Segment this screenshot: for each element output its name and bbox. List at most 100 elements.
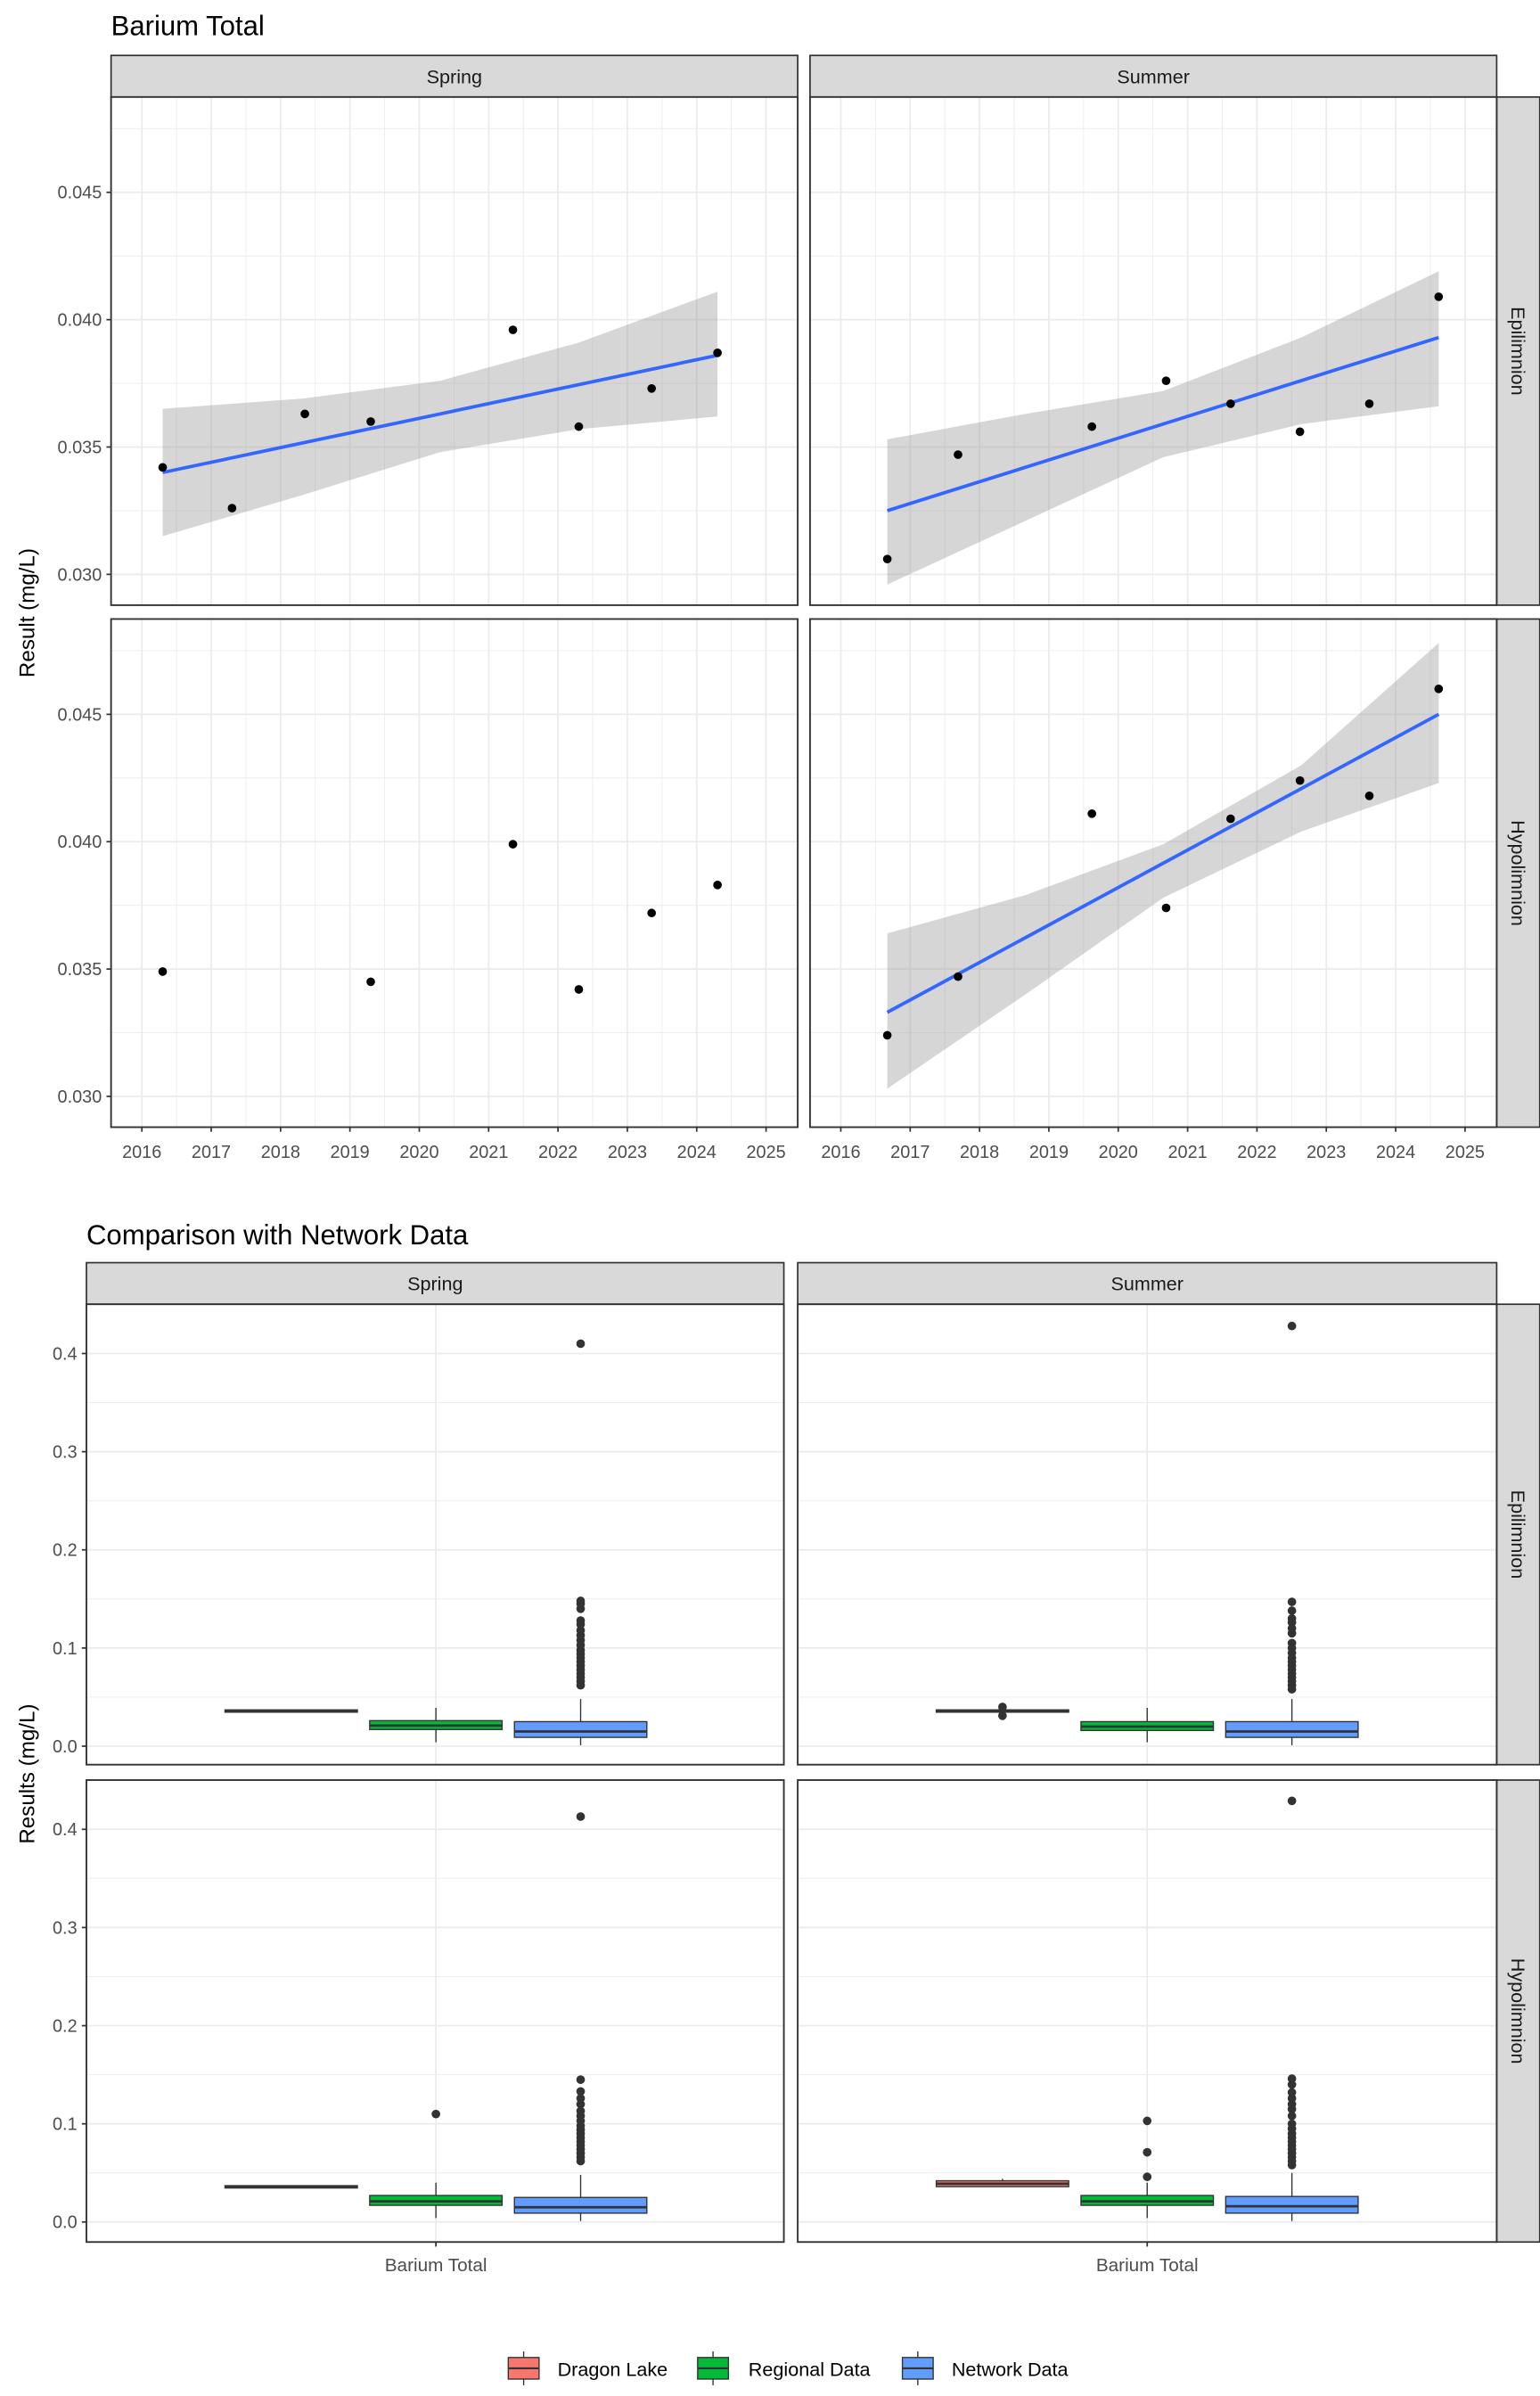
x-tick-label: 2018 [960, 1143, 999, 1162]
box-iqr [1225, 2195, 1359, 2214]
column-spring-strip-label: Spring [427, 65, 482, 87]
x-tick-label: 2016 [122, 1143, 161, 1162]
panel-background [111, 619, 799, 1128]
outlier-point [1287, 2074, 1297, 2083]
y-axis-label-trend: Result (mg/L) [15, 548, 39, 677]
x-tick-label: 2024 [1376, 1143, 1415, 1162]
box-network-data [513, 1812, 648, 2221]
column-summer-strip-label: Summer [1110, 1273, 1184, 1295]
box-regional-data [369, 2109, 504, 2219]
column-summer-strip-label: Summer [1117, 65, 1190, 87]
data-point [647, 908, 657, 918]
panel-spring-epilimnion: 0.0 0.1 0.2 0.3 0.4 [53, 1303, 785, 1766]
box-network-data [513, 1339, 648, 1745]
data-point [1364, 791, 1374, 800]
data-point [1087, 422, 1097, 431]
box-iqr [513, 1720, 648, 1738]
y-tick-label: 0.035 [58, 438, 102, 457]
x-tick-label: 2016 [821, 1143, 860, 1162]
outlier-point [1287, 1624, 1297, 1633]
x-tick-label: 2021 [469, 1143, 508, 1162]
y-tick-label: 0.040 [58, 311, 102, 331]
chart-title-comparison: Comparison with Network Data [86, 1219, 469, 1251]
outlier-point [576, 2087, 586, 2096]
y-tick-label: 0.035 [58, 960, 102, 980]
data-point [1161, 903, 1171, 913]
x-tick-label: 2017 [890, 1143, 930, 1162]
outlier-point [576, 1626, 586, 1635]
box-regional-data [1080, 1708, 1215, 1743]
y-tick-label: 0.030 [58, 1087, 102, 1107]
x-tick-label: 2019 [1029, 1143, 1069, 1162]
outlier-point [576, 2099, 586, 2109]
column-spring-strip-label: Spring [407, 1273, 463, 1295]
legend-item-dragon-lake: Dragon Lake [507, 2351, 668, 2385]
chart-title-trend: Barium Total [111, 11, 265, 42]
legend-label: Network Data [952, 2359, 1069, 2381]
panel-border [110, 95, 799, 606]
y-tick-label: 0.045 [58, 184, 102, 203]
x-tick-label: 2017 [192, 1143, 231, 1162]
row-hypolimnion-strip-label: Hypolimnion [1507, 1958, 1529, 2064]
x-tick-label: 2022 [538, 1143, 578, 1162]
data-point [574, 985, 584, 994]
legend-item-network-data: Network Data [901, 2351, 1069, 2385]
panel-background [809, 619, 1497, 1128]
data-point [158, 463, 168, 472]
outlier-point [1287, 2088, 1297, 2097]
panel-spring-epilimnion: 0.030 0.035 0.040 0.045 [58, 95, 799, 606]
data-point [508, 840, 518, 849]
data-point [1161, 376, 1171, 386]
panel-spring-hypolimnion: 0.0 0.1 0.2 0.3 0.4 Barium Total [53, 1779, 785, 2276]
x-tick-label: 2023 [608, 1143, 647, 1162]
data-point [574, 422, 584, 431]
data-point [1295, 427, 1305, 437]
y-tick-label: 0.1 [53, 2115, 78, 2135]
outlier-point [576, 1616, 586, 1625]
outlier-point [576, 1596, 586, 1605]
data-point [227, 504, 237, 513]
column-summer-strip [809, 54, 1498, 98]
box-iqr [1225, 1720, 1359, 1738]
data-point [713, 880, 722, 890]
y-tick-label: 0.4 [53, 1820, 78, 1840]
data-point [1364, 399, 1374, 408]
outlier-point [998, 1711, 1007, 1720]
box-regional-data [369, 1708, 504, 1743]
x-tick-label: 2021 [1167, 1143, 1207, 1162]
panel-border [797, 1303, 1498, 1766]
outlier-point [576, 1812, 586, 1821]
row-epilimnion-strip [1495, 95, 1540, 606]
row-epilimnion-strip [1495, 1303, 1540, 1766]
column-spring-strip [110, 54, 799, 98]
data-point [158, 967, 168, 976]
panel-summer-epilimnion [808, 95, 1498, 606]
outlier-point [576, 1339, 586, 1349]
x-tick-label: 2020 [399, 1143, 438, 1162]
data-point [882, 554, 892, 564]
panel-border [808, 95, 1498, 606]
outlier-point [1287, 2112, 1297, 2121]
y-tick-label: 0.4 [53, 1344, 78, 1364]
box-iqr [513, 2196, 648, 2214]
trend-line [887, 335, 1439, 513]
row-epilimnion-strip-label: Epilimnion [1507, 1490, 1529, 1580]
panel-border [808, 618, 1498, 1128]
x-tick-label: 2024 [677, 1143, 717, 1162]
box-regional-data [1080, 2116, 1215, 2219]
box-dragon-lake [224, 1709, 358, 1713]
outlier-point [1143, 2116, 1152, 2126]
data-point [1295, 775, 1305, 785]
box-dragon-lake [935, 2179, 1069, 2187]
x-tick-label: Barium Total [385, 2255, 487, 2276]
y-tick-label: 0.0 [53, 2213, 78, 2233]
x-tick-label: 2018 [261, 1143, 300, 1162]
y-tick-label: 0.2 [53, 1541, 78, 1561]
x-tick-label: 2020 [1099, 1143, 1138, 1162]
outlier-point [1287, 1613, 1297, 1623]
x-tick-label: 2025 [747, 1143, 786, 1162]
confidence-ribbon [887, 643, 1439, 1089]
box-dragon-lake [224, 2185, 358, 2189]
data-point [954, 972, 962, 981]
